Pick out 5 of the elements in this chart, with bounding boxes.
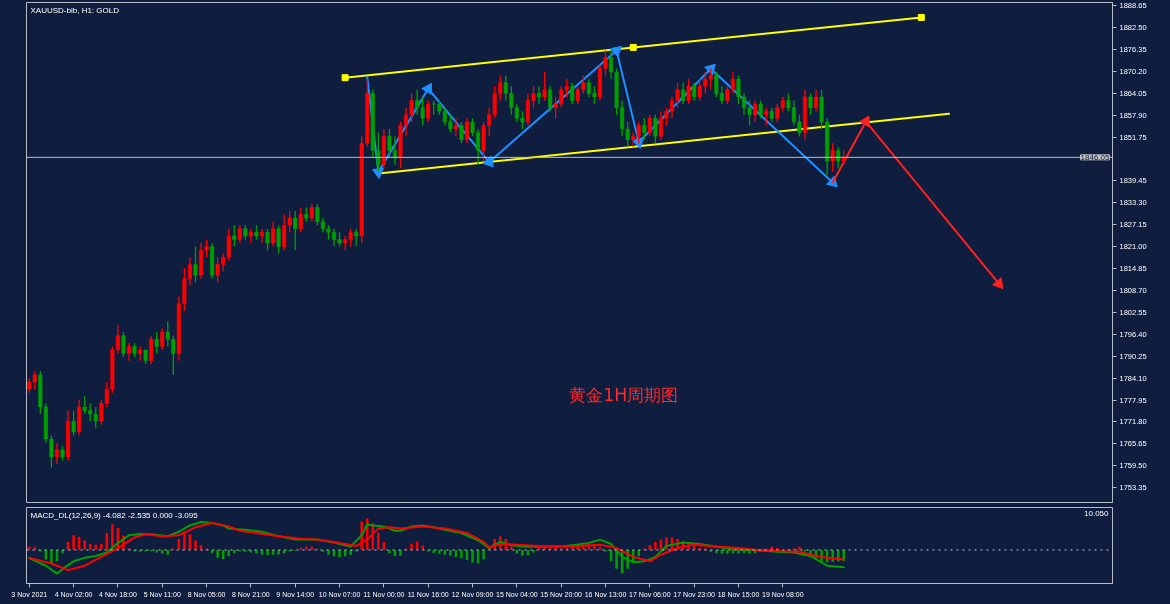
ref-line-label: 1846.05 <box>1080 152 1111 162</box>
chart-title: XAUUSD-bib, H1: GOLD <box>30 5 120 15</box>
chart-title: MACD_DL(12,26,9) -4.082 -2.535 0.000 -3.095 <box>30 510 199 520</box>
text: 10.050 <box>1084 508 1110 518</box>
annotation: 黄金1H周期图 <box>569 385 679 405</box>
